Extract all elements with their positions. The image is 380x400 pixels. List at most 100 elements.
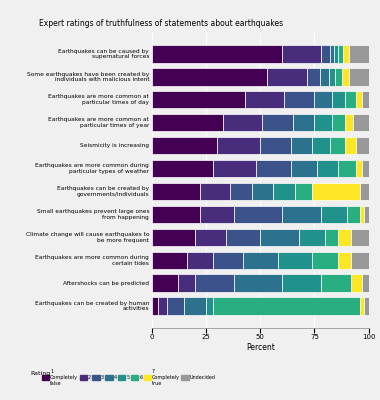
Bar [252, 183, 273, 200]
Bar [185, 297, 206, 314]
Bar [152, 274, 178, 292]
Bar [342, 68, 349, 86]
Bar [167, 297, 185, 314]
Bar [338, 46, 343, 63]
Bar [338, 252, 351, 269]
Bar [360, 183, 369, 200]
Bar [260, 229, 299, 246]
Bar [226, 229, 260, 246]
Bar [351, 229, 369, 246]
Bar [314, 91, 332, 108]
Bar [338, 229, 351, 246]
Bar [312, 183, 360, 200]
Bar [245, 91, 284, 108]
Bar [273, 183, 295, 200]
Bar [349, 68, 369, 86]
Bar [267, 68, 307, 86]
Bar [230, 183, 252, 200]
Bar [345, 137, 356, 154]
Bar [152, 297, 158, 314]
Bar [152, 68, 267, 86]
Bar [299, 229, 325, 246]
Bar [360, 297, 364, 314]
Bar [234, 206, 282, 223]
Bar [343, 46, 349, 63]
Bar [282, 206, 321, 223]
Bar [353, 114, 369, 131]
Bar [200, 183, 230, 200]
Bar [152, 229, 195, 246]
Bar [282, 274, 321, 292]
Bar [223, 114, 263, 131]
Bar [351, 252, 369, 269]
Bar [356, 160, 362, 177]
Bar [152, 91, 245, 108]
Bar [356, 137, 369, 154]
Bar [158, 297, 167, 314]
Bar [362, 160, 369, 177]
Bar [278, 252, 312, 269]
Bar [263, 114, 293, 131]
Bar [195, 229, 226, 246]
Bar [187, 252, 213, 269]
Bar [321, 46, 329, 63]
Bar [325, 229, 338, 246]
Bar [320, 68, 329, 86]
Bar [178, 274, 195, 292]
Bar [362, 274, 369, 292]
Bar [213, 297, 360, 314]
Bar [321, 274, 351, 292]
Bar [217, 137, 260, 154]
Legend: 1
Completely
false, 2, 3, 4, 5, 6, 7
Completely
true, Undecided: 1 Completely false, 2, 3, 4, 5, 6, 7 Com… [42, 369, 216, 386]
Bar [364, 206, 369, 223]
Bar [364, 297, 369, 314]
Bar [338, 160, 356, 177]
Bar [336, 68, 342, 86]
Bar [195, 274, 234, 292]
Bar [152, 206, 200, 223]
Bar [206, 297, 213, 314]
Bar [317, 160, 338, 177]
Bar [360, 206, 364, 223]
Bar [307, 68, 320, 86]
Bar [282, 46, 321, 63]
Bar [243, 252, 278, 269]
Bar [291, 160, 317, 177]
Bar [256, 160, 291, 177]
Bar [295, 183, 312, 200]
Bar [345, 114, 353, 131]
Bar [213, 160, 256, 177]
Bar [234, 274, 282, 292]
Bar [329, 46, 334, 63]
Bar [362, 91, 369, 108]
Text: Expert ratings of truthfulness of statements about earthquakes: Expert ratings of truthfulness of statem… [40, 20, 283, 28]
Bar [200, 206, 234, 223]
Bar [329, 137, 345, 154]
Bar [329, 68, 336, 86]
Bar [260, 137, 291, 154]
X-axis label: Percent: Percent [246, 343, 275, 352]
Bar [152, 160, 213, 177]
Bar [332, 114, 345, 131]
Bar [347, 206, 360, 223]
Bar [152, 46, 282, 63]
Bar [152, 114, 223, 131]
Bar [152, 137, 217, 154]
Text: Rating: Rating [30, 371, 51, 376]
Bar [356, 91, 362, 108]
Bar [284, 91, 314, 108]
Bar [213, 252, 243, 269]
Bar [152, 183, 200, 200]
Bar [351, 274, 362, 292]
Bar [293, 114, 314, 131]
Bar [345, 91, 356, 108]
Bar [332, 91, 345, 108]
Bar [291, 137, 312, 154]
Bar [152, 252, 187, 269]
Bar [312, 137, 329, 154]
Bar [349, 46, 369, 63]
Bar [321, 206, 347, 223]
Bar [314, 114, 332, 131]
Bar [312, 252, 338, 269]
Bar [334, 46, 338, 63]
